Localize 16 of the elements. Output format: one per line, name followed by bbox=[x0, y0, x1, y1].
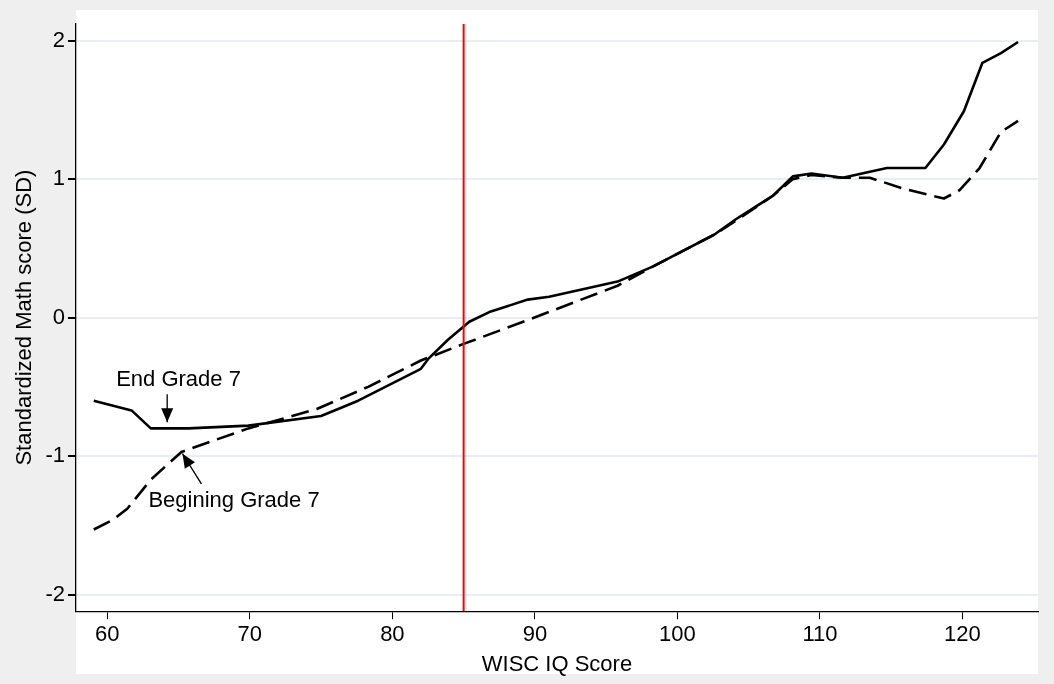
annotation: End Grade 7 bbox=[116, 366, 241, 392]
x-tick-label: 70 bbox=[237, 621, 263, 647]
y-tick-label: 1 bbox=[52, 165, 65, 191]
x-tick-label: 120 bbox=[944, 621, 981, 647]
x-tick-label: 100 bbox=[659, 621, 696, 647]
x-axis-title: WISC IQ Score bbox=[481, 650, 633, 676]
y-tick-label: 0 bbox=[52, 303, 65, 329]
x-tick-label: 60 bbox=[95, 621, 120, 647]
x-tick-label: 110 bbox=[802, 621, 838, 647]
y-tick-label: 2 bbox=[52, 26, 65, 52]
x-tick-label: 90 bbox=[522, 621, 548, 647]
y-tick-label: -2 bbox=[45, 580, 65, 606]
y-axis-title: Standardized Math score (SD) bbox=[11, 169, 37, 466]
y-tick-label: -1 bbox=[45, 442, 65, 468]
annotation: Begining Grade 7 bbox=[148, 486, 320, 512]
x-tick-label: 80 bbox=[380, 621, 405, 647]
